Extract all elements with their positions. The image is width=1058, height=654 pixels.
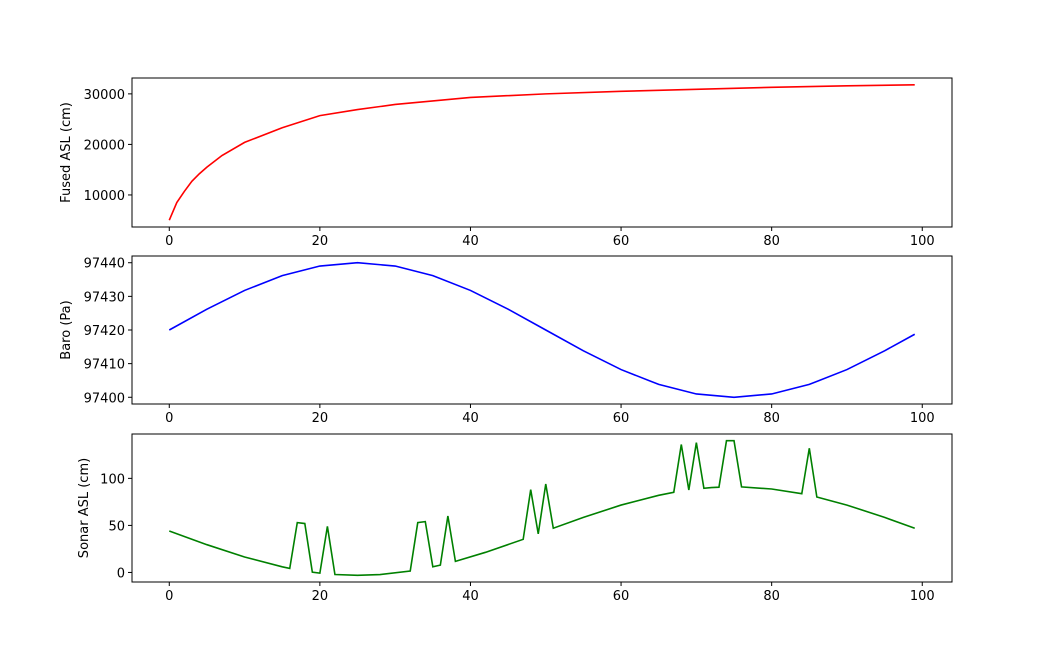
- x-tick-label: 80: [763, 589, 780, 604]
- axes-frame: [131, 255, 953, 405]
- x-tick-label: 20: [312, 234, 329, 249]
- x-tick-label: 0: [165, 411, 173, 426]
- x-tick-label: 40: [462, 411, 479, 426]
- y-tick-label: 97430: [84, 290, 125, 305]
- x-tick-label: 60: [613, 234, 630, 249]
- x-tick-label: 0: [165, 234, 173, 249]
- x-tick-label: 60: [613, 411, 630, 426]
- y-tick-label: 50: [108, 519, 125, 534]
- x-tick-label: 60: [613, 589, 630, 604]
- data-line: [168, 261, 916, 399]
- x-tick-label: 80: [763, 234, 780, 249]
- y-tick-label: 0: [117, 566, 125, 581]
- data-line: [168, 439, 916, 577]
- x-tick-label: 100: [910, 234, 935, 249]
- y-tick-label: 97420: [84, 324, 125, 339]
- x-tick-label: 80: [763, 411, 780, 426]
- axes-frame: [131, 77, 953, 228]
- y-axis-label: Sonar ASL (cm): [77, 458, 92, 558]
- y-axis-label: Baro (Pa): [59, 300, 74, 359]
- y-tick-label: 30000: [84, 88, 125, 103]
- axes-frame: [131, 433, 953, 583]
- x-tick-label: 20: [312, 411, 329, 426]
- x-tick-label: 40: [462, 589, 479, 604]
- y-tick-label: 97400: [84, 391, 125, 406]
- x-tick-label: 100: [910, 411, 935, 426]
- data-line: [168, 83, 915, 221]
- y-tick-label: 10000: [84, 189, 125, 204]
- y-tick-label: 97410: [84, 358, 125, 373]
- x-tick-label: 0: [165, 589, 173, 604]
- x-tick-label: 100: [910, 589, 935, 604]
- y-tick-label: 97440: [84, 257, 125, 272]
- y-tick-label: 100: [100, 472, 125, 487]
- x-tick-label: 20: [312, 589, 329, 604]
- y-tick-label: 20000: [84, 138, 125, 153]
- x-tick-label: 40: [462, 234, 479, 249]
- y-axis-label: Fused ASL (cm): [59, 102, 74, 203]
